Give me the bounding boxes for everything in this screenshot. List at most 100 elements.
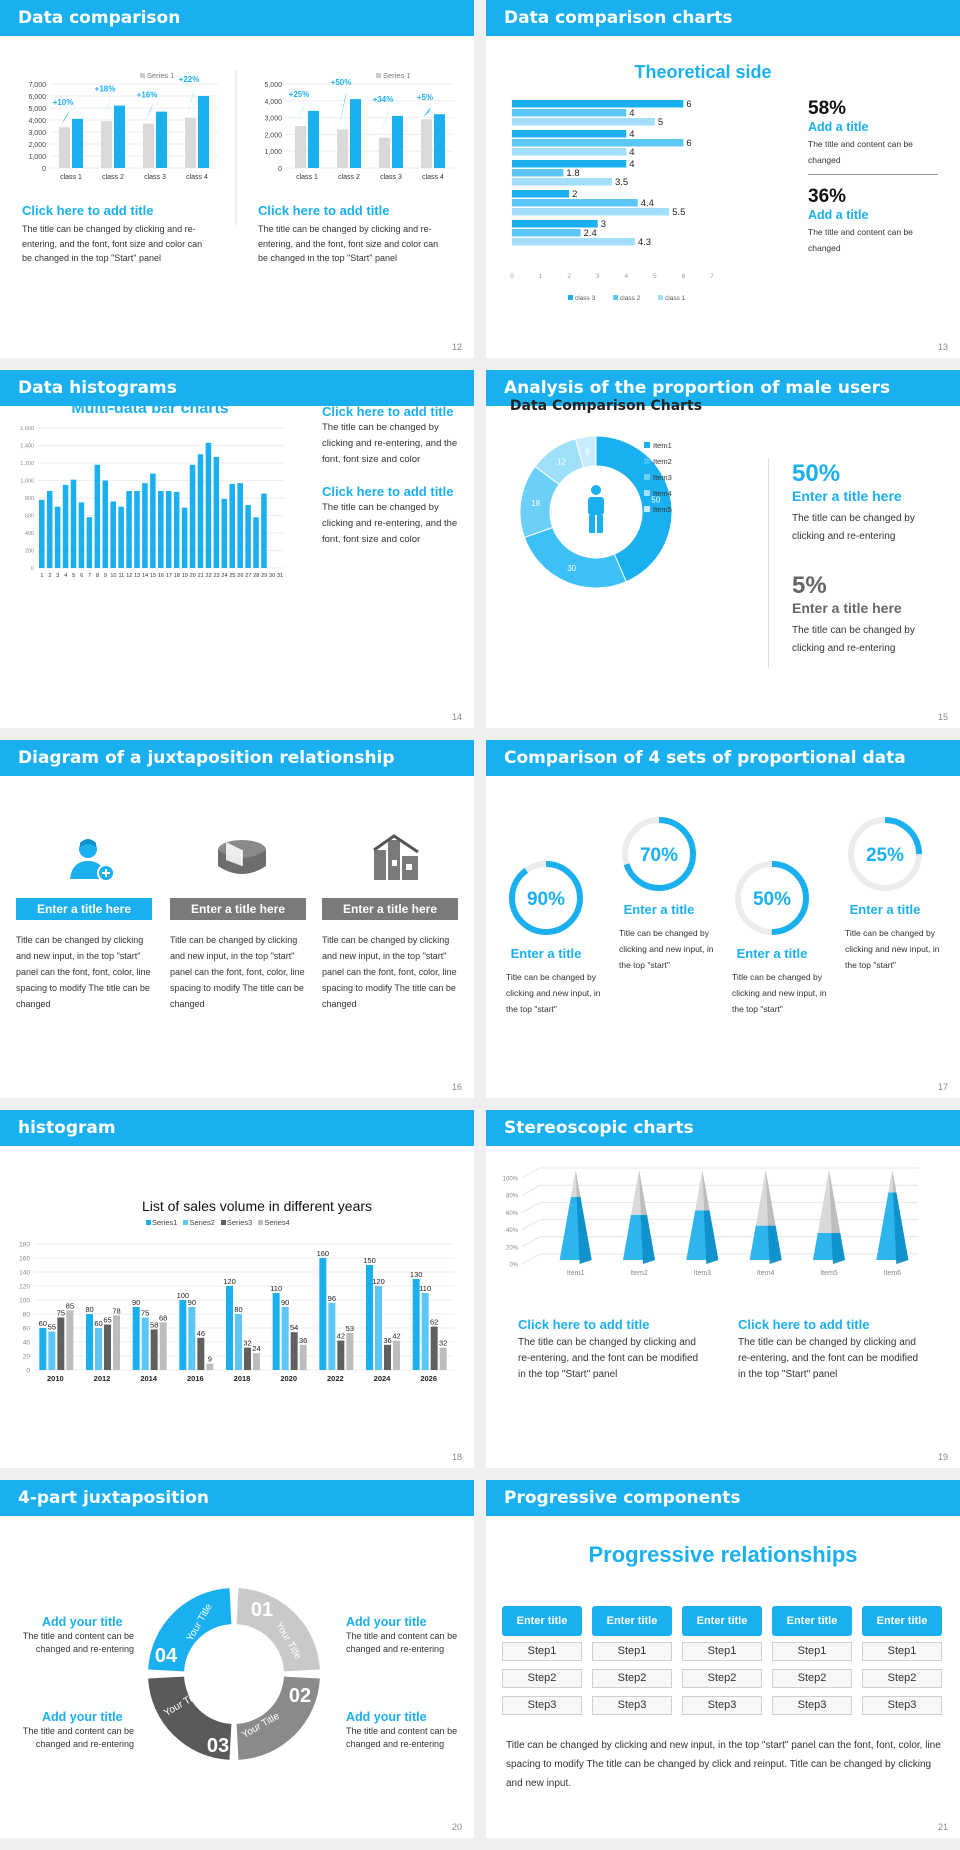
- enter-title-button[interactable]: Enter title: [772, 1606, 852, 1636]
- bar: [179, 1300, 187, 1370]
- slide-14[interactable]: Data histograms Multi-data bar charts 1,…: [0, 370, 474, 728]
- bar: [319, 1258, 327, 1370]
- bar: [226, 1286, 233, 1370]
- step-box[interactable]: Step1: [592, 1642, 672, 1661]
- step-box[interactable]: Step1: [772, 1642, 852, 1661]
- title-button-3[interactable]: Enter a title here: [322, 898, 458, 920]
- item-title-1: Click here to add title: [518, 1317, 650, 1332]
- y-tick-label: 4,000: [264, 99, 282, 106]
- slide-17[interactable]: Comparison of 4 sets of proportional dat…: [486, 740, 960, 1098]
- data-label: 55: [48, 1323, 56, 1332]
- data-label: 160: [317, 1249, 330, 1258]
- step-box[interactable]: Step2: [592, 1669, 672, 1688]
- legend-label: class 1: [665, 295, 686, 302]
- step-box[interactable]: Step2: [682, 1669, 762, 1688]
- step-box[interactable]: Step3: [502, 1696, 582, 1715]
- enter-title-button[interactable]: Enter title: [682, 1606, 762, 1636]
- bar: [253, 517, 259, 568]
- bar: [229, 484, 235, 568]
- step-box[interactable]: Step1: [862, 1642, 942, 1661]
- enter-title-button[interactable]: Enter title: [592, 1606, 672, 1636]
- legend-swatch: [376, 73, 381, 78]
- stat-body-1: The title and content can be changed: [808, 139, 913, 165]
- x-tick-label: Item1: [567, 1270, 585, 1277]
- y-tick-label: 1,000: [20, 479, 34, 485]
- enter-title-button[interactable]: Enter title: [502, 1606, 582, 1636]
- data-label: 3.5: [615, 177, 628, 188]
- item-body: Title can be changed by clicking and new…: [845, 928, 940, 970]
- bar: [62, 484, 69, 568]
- title-button-2[interactable]: Enter a title here: [170, 898, 306, 920]
- y-tick-label: 100%: [503, 1177, 519, 1183]
- data-label: 2.4: [584, 228, 597, 239]
- bar: [512, 178, 612, 186]
- proportion-item: 90% Enter a title Title can be changed by …: [506, 858, 606, 1017]
- step-box[interactable]: Step1: [682, 1642, 762, 1661]
- slide-13[interactable]: Data comparison charts Theoretical side …: [486, 0, 960, 358]
- slide-20[interactable]: 4-part juxtaposition 01 Your Title 02 Your …: [0, 1480, 474, 1838]
- step-box[interactable]: Step3: [682, 1696, 762, 1715]
- item-body-2: The title and content can be changed and…: [22, 1726, 134, 1749]
- growth-arrow: [423, 106, 431, 118]
- chart-title: List of sales volume in different years: [141, 1198, 373, 1214]
- legend-swatch: [140, 73, 145, 78]
- gridline: [521, 1236, 541, 1248]
- stat-value-2: 5%: [792, 572, 827, 599]
- slide-21[interactable]: Progressive components Progressive relat…: [486, 1480, 960, 1838]
- page-number: 12: [451, 342, 462, 352]
- bar: [512, 199, 638, 207]
- step-box[interactable]: Step2: [862, 1669, 942, 1688]
- step-box[interactable]: Step2: [502, 1669, 582, 1688]
- data-label: 5.5: [672, 207, 685, 218]
- enter-title-button[interactable]: Enter title: [862, 1606, 942, 1636]
- title-button-1[interactable]: Enter a title here: [16, 898, 152, 920]
- slide-15[interactable]: Analysis of the proportion of male users…: [486, 370, 960, 728]
- bar: [126, 491, 132, 568]
- x-tick-label: 14: [142, 573, 148, 579]
- stat-body-2: The title can be changed by clicking and…: [792, 625, 915, 654]
- bar: [66, 1310, 74, 1370]
- step-box[interactable]: Step3: [772, 1696, 852, 1715]
- x-tick-label: 2016: [187, 1374, 204, 1383]
- legend-swatch: [258, 1220, 264, 1225]
- data-label: 100: [177, 1291, 190, 1300]
- bar: [375, 1286, 382, 1370]
- y-tick-label: 2,000: [264, 132, 282, 139]
- data-label: 32: [243, 1339, 251, 1348]
- step-box[interactable]: Step2: [772, 1669, 852, 1688]
- legend-swatch: [568, 295, 573, 300]
- donut-slice: [574, 435, 597, 469]
- step-box[interactable]: Step1: [502, 1642, 582, 1661]
- step-box[interactable]: Step3: [862, 1696, 942, 1715]
- page-number: 13: [937, 342, 948, 352]
- data-label: 90: [281, 1298, 289, 1307]
- legend-label: Item3: [653, 473, 672, 482]
- y-tick-label: 40: [23, 1340, 31, 1347]
- slide-19[interactable]: Stereoscopic charts 100% 80% 60% 40% 20% 0% It…: [486, 1110, 960, 1468]
- bar: [158, 491, 164, 568]
- bar: [512, 130, 627, 138]
- x-tick-label: 6: [80, 573, 83, 579]
- legend-label: Item5: [653, 505, 672, 514]
- item-title-1: Click here to add title: [322, 404, 454, 419]
- legend-item: Item5: [644, 502, 672, 518]
- bar: [235, 1314, 242, 1370]
- y-tick-label: 3,000: [28, 130, 46, 137]
- y-tick-label: 60%: [506, 1211, 519, 1217]
- bar-series-gray: [143, 123, 154, 168]
- bar: [512, 100, 684, 108]
- x-tick-label: 2018: [234, 1374, 251, 1383]
- chart-right: Series 1 5,000 4,000 3,000 2,000 1,000 0 class …: [264, 71, 454, 181]
- data-label: 78: [112, 1306, 120, 1315]
- slide-12[interactable]: Data comparison Series 1 7,000 6,000 5,000 4…: [0, 0, 474, 358]
- step-box[interactable]: Step3: [592, 1696, 672, 1715]
- slide-18[interactable]: histogram List of sales volume in differ…: [0, 1110, 474, 1468]
- gridline: [521, 1253, 541, 1265]
- bar-series-gray: [337, 129, 348, 168]
- slide-header: Data comparison charts: [486, 0, 960, 36]
- y-tick-label: 180: [19, 1242, 30, 1249]
- slide-16[interactable]: Diagram of a juxtaposition relationship …: [0, 740, 474, 1098]
- data-label: 68: [159, 1313, 167, 1322]
- bar: [512, 229, 581, 237]
- bar: [272, 1293, 280, 1370]
